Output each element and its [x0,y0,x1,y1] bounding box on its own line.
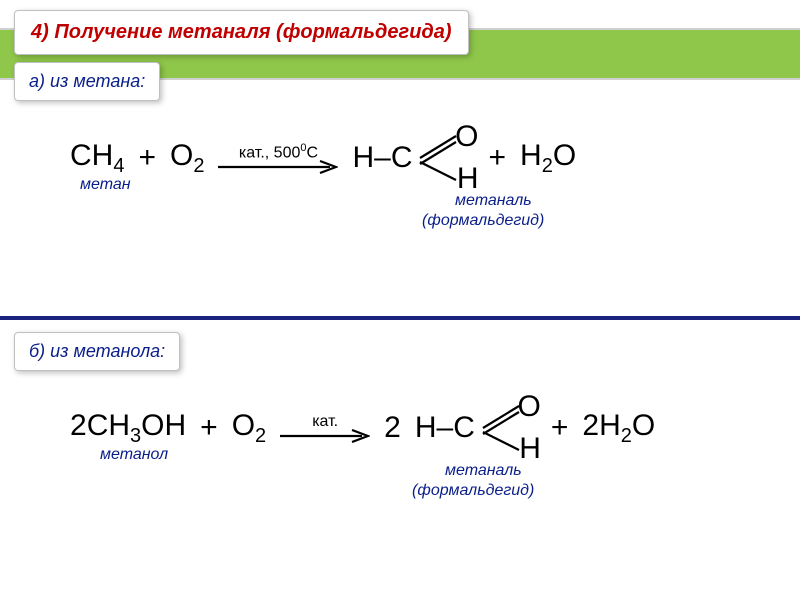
label-methanal-a1: метаналь [455,192,532,210]
subheading-b: б) из метанола: [14,332,180,371]
label-methanol: метанол [100,446,168,464]
h2o-sub-b: 2 [621,425,632,447]
label-methane: метан [80,176,131,194]
h2o-o-a: O [553,139,576,172]
arrow-a-condition: кат., 5000C [239,142,318,162]
arrow-b-icon [280,429,370,443]
reaction-a: CH4 + O2 кат., 5000C H–C O [70,130,760,186]
methanal-h-a: H [457,162,479,196]
h2o-coef-b: 2 [582,409,599,442]
arrow-a-icon [218,160,338,174]
methanal-prefix-b: H–C [415,411,475,445]
byproduct-h2o-a: H2O [520,139,576,178]
product-methanal-b: H–C O H [415,400,537,456]
plus-2b: + [551,411,569,445]
ch4-sub: 4 [113,155,124,177]
ch3oh-pre: CH [87,409,130,442]
reactant-ch3oh: 2CH3OH [70,409,186,448]
reactant-ch4: CH4 [70,139,124,178]
o2-symbol-a: O [170,139,193,172]
o2-sub-a: 2 [193,155,204,177]
arrow-b: кат. [280,413,370,443]
arrow-a: кат., 5000C [218,142,338,174]
plus-2a: + [488,141,506,175]
methanal-o-a: O [455,120,478,154]
h2o-h-a: H [520,139,542,172]
methanal-h-b: H [519,432,541,466]
section-title: 4) Получение метаналя (формальдегида) [14,10,469,55]
o2-sub-b: 2 [255,425,266,447]
plus-1b: + [200,411,218,445]
reaction-b: 2CH3OH + O2 кат. 2 H–C O H [70,400,760,456]
plus-1a: + [138,141,156,175]
ch3oh-sub: 3 [130,425,141,447]
ch3oh-coef: 2 [70,409,87,442]
methanal-bonds-a: O H [416,130,474,186]
methanal-bonds-b: O H [479,400,537,456]
subheading-a: а) из метана: [14,62,160,101]
label-methanal-a2: (формальдегид) [422,212,544,230]
reactant-o2-b: O2 [232,409,266,448]
h2o-h-b: H [599,409,621,442]
ch3oh-post: OH [141,409,186,442]
byproduct-h2o-b: 2H2O [582,409,655,448]
section-divider [0,316,800,320]
product-methanal-a: H–C O H [352,130,474,186]
h2o-o-b: O [632,409,655,442]
methanal-prefix-a: H–C [352,141,412,175]
product-coef-b: 2 [384,411,401,445]
o2-symbol-b: O [232,409,255,442]
label-methanal-b1: метаналь [445,462,522,480]
cond-suffix-a: C [306,144,318,161]
reactant-o2-a: O2 [170,139,204,178]
h2o-sub-a: 2 [542,155,553,177]
reaction-b-line: 2CH3OH + O2 кат. 2 H–C O H [70,400,760,456]
ch4-symbol: CH [70,139,113,172]
label-methanal-b2: (формальдегид) [412,482,534,500]
methanal-o-b: O [518,390,541,424]
reaction-a-line: CH4 + O2 кат., 5000C H–C O [70,130,760,186]
cond-prefix-a: кат., 500 [239,144,300,161]
